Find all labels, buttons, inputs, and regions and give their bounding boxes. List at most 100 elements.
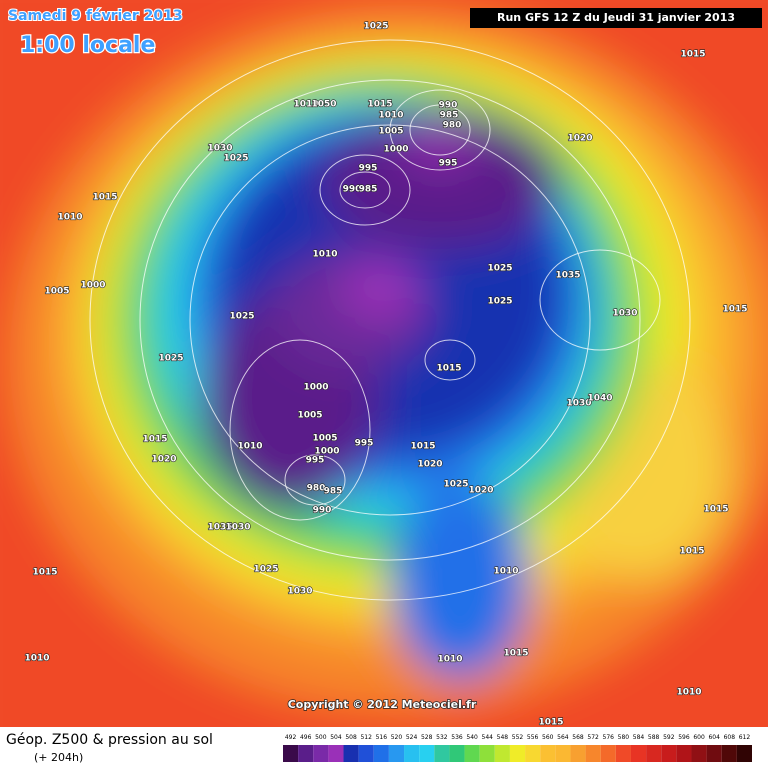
scale-swatch [540,745,556,762]
scale-swatch [615,745,631,762]
pressure-label: 1000 [314,447,339,457]
pressure-label: 1010 [437,655,462,665]
pressure-label: 1010 [378,111,403,121]
pressure-label: 1025 [363,22,388,32]
pressure-label: 1025 [253,565,278,575]
scale-swatch [676,745,692,762]
pressure-label: 1030 [566,399,591,409]
pressure-label: 995 [439,159,458,169]
scale-label: 588 [648,734,660,741]
scale-swatch [449,745,465,762]
pressure-label: 1010 [676,688,701,698]
scale-swatch [706,745,722,762]
scale-swatch [313,745,329,762]
scale-label: 600 [693,734,705,741]
scale-label: 548 [497,734,509,741]
scale-swatch [388,745,405,762]
pressure-label: 990 [439,101,458,111]
scale-label: 540 [466,734,478,741]
pressure-label: 1000 [383,145,408,155]
pressure-label: 1030 [287,587,312,597]
scale-label: 516 [376,734,388,741]
scale-label: 556 [527,734,539,741]
scale-swatch [736,745,752,762]
isobars [89,39,691,601]
scale-label: 560 [542,734,554,741]
pressure-label: 1015 [680,50,705,60]
pressure-label: 1015 [410,442,435,452]
isobar [89,39,691,601]
pressure-label: 1010 [24,654,49,664]
scale-swatch [434,745,450,762]
scale-swatch [570,745,586,762]
color-scale: 492 496 500 504 508 512 516 520 524 528 532 536 540 5… [283,734,752,762]
scale-swatch [358,745,374,762]
pressure-label: 1000 [80,281,105,291]
scale-swatch [600,745,616,762]
pressure-label: 1015 [703,505,728,515]
pressure-label: 1030 [612,309,637,319]
pressure-label: 1030 [207,144,232,154]
pressure-label: 1020 [151,455,176,465]
run-info: Run GFS 12 Z du Jeudi 31 janvier 2013 [497,11,735,24]
pressure-label: 1025 [487,297,512,307]
isobar [229,339,371,521]
run-box [470,8,762,28]
scale-swatch [630,745,647,762]
pressure-label: 1030 [225,523,250,533]
pressure-label: 1010 [293,100,318,110]
isobar [409,104,471,156]
scale-label: 524 [406,734,418,741]
pressure-label: 1040 [587,394,612,404]
scale-label: 492 [285,734,297,741]
pressure-label: 1010 [312,250,337,260]
scale-swatch [509,745,526,762]
pressure-label: 985 [324,487,343,497]
scale-label: 564 [557,734,569,741]
pressure-label: 1015 [538,718,563,728]
isobar [424,339,476,381]
pressure-label: 1025 [158,354,183,364]
copyright: Copyright © 2012 Meteociel.fr [288,698,477,711]
scale-swatch [661,745,677,762]
scale-label: 544 [482,734,494,741]
pressure-label: 1000 [303,383,328,393]
footer-title: Géop. Z500 & pression au sol [6,732,213,748]
scale-label: 604 [708,734,720,741]
pressure-label: 995 [306,456,325,466]
pressure-label: 1005 [378,127,403,137]
scale-swatch [691,745,707,762]
scale-swatch [404,745,420,762]
pressure-label: 985 [359,185,378,195]
pressure-label: 1015 [92,193,117,203]
scale-label: 508 [345,734,357,741]
pressure-label: 1050 [311,100,336,110]
pressure-label: 1015 [367,100,392,110]
date-title: Samedi 9 février 2013 [8,8,183,24]
scale-label: 528 [421,734,433,741]
scale-label: 512 [360,734,372,741]
pressure-label: 1015 [436,364,461,374]
pressure-label: 1015 [503,649,528,659]
scale-label: 580 [618,734,630,741]
pressure-label: 1020 [567,134,592,144]
isobar [539,249,661,351]
pressure-label: 1015 [722,305,747,315]
pressure-label: 1015 [679,547,704,557]
scale-swatch [585,745,601,762]
scale-swatch [721,745,737,762]
scale-label: 584 [633,734,645,741]
scale-label: 500 [315,734,327,741]
scale-label: 596 [678,734,690,741]
scale-swatch [525,745,541,762]
scale-swatch [419,745,435,762]
scale-label: 568 [572,734,584,741]
pressure-label: 1015 [32,568,57,578]
pressure-label: 1010 [493,567,518,577]
scale-label: 572 [587,734,599,741]
scale-swatch [328,745,344,762]
scale-label: 612 [739,734,751,741]
scale-swatch [555,745,571,762]
